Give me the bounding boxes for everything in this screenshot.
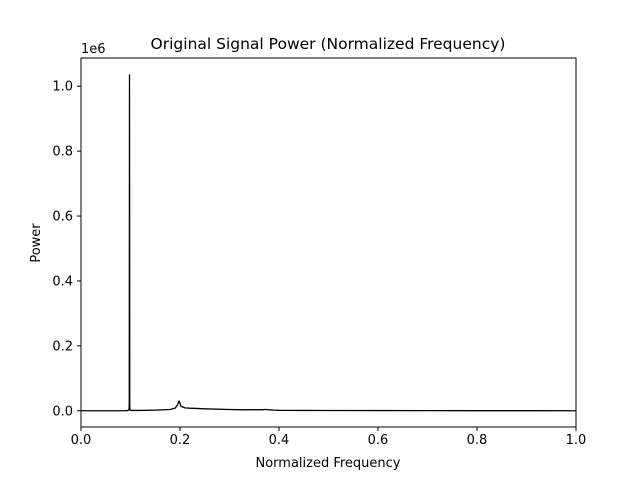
y-axis-label: Power: [29, 223, 44, 263]
chart-title: Original Signal Power (Normalized Freque…: [151, 35, 506, 53]
x-tick-label: 0.0: [71, 433, 92, 448]
x-tick-label: 0.4: [269, 433, 290, 448]
series-line: [81, 74, 577, 412]
x-tick-label: 1.0: [566, 433, 587, 448]
x-tick-label: 0.6: [368, 433, 389, 448]
y-tick-label: 0.2: [52, 339, 73, 354]
x-tick-label: 0.8: [467, 433, 488, 448]
x-tick-label: 0.2: [170, 433, 191, 448]
x-axis-label: Normalized Frequency: [255, 456, 400, 471]
y-tick-label: 1.0: [52, 80, 73, 95]
y-tick-label: 0.8: [52, 145, 73, 160]
plot-area: [80, 57, 577, 428]
y-offset-label: 1e6: [81, 42, 106, 57]
y-axis-ticks: 0.0 0.2 0.4 0.6 0.8 1.0: [52, 80, 81, 419]
axes-frame: [80, 57, 577, 428]
y-tick-label: 0.6: [52, 210, 73, 225]
x-axis-ticks: 0.0 0.2 0.4 0.6 0.8 1.0: [71, 427, 587, 448]
y-tick-label: 0.0: [52, 404, 73, 419]
y-tick-label: 0.4: [52, 274, 73, 289]
